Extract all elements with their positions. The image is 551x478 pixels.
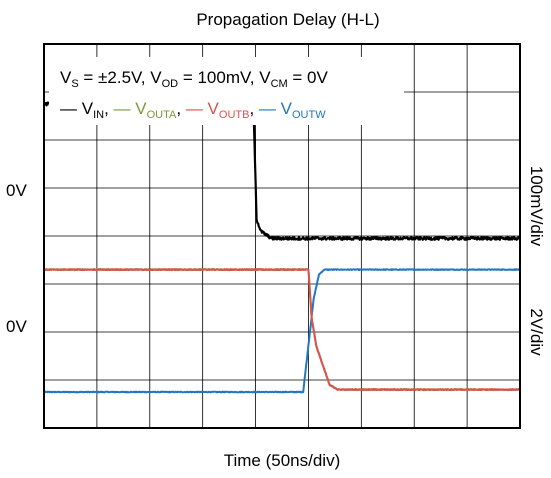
legend-dash: —: [254, 99, 280, 118]
zero-label-lower: 0V: [6, 317, 27, 336]
legend-entry-subscript: OUTW: [292, 109, 326, 121]
legend-separator: ,: [104, 99, 109, 118]
legend-entry: V: [208, 99, 220, 118]
legend-entry-subscript: OUTB: [219, 109, 250, 121]
plot-frame: [43, 43, 521, 429]
legend-entry: V: [82, 99, 94, 118]
legend-entry: V: [281, 99, 293, 118]
legend-entry: V: [135, 99, 147, 118]
conditions-annotation: VS = ±2.5V, VOD = 100mV, VCM = 0V: [60, 68, 329, 90]
legend-dash: —: [60, 99, 82, 118]
annotation-box: [49, 57, 404, 125]
zero-label-upper: 0V: [6, 181, 27, 200]
legend-dash: —: [109, 99, 135, 118]
legend-dash: —: [181, 99, 207, 118]
legend: — VIN, — VOUTA, — VOUTB, — VOUTW: [60, 99, 326, 121]
series-line-v-outa: [43, 268, 521, 392]
legend-entry-subscript: OUTA: [147, 109, 177, 121]
traces: [43, 101, 521, 394]
legend-separator: ,: [249, 99, 254, 118]
y-label-right-top: 100mV/div: [527, 166, 546, 247]
series-line-v-outw: [43, 268, 521, 394]
legend-entry-subscript: IN: [93, 109, 104, 121]
y-label-right-bottom: 2V/div: [527, 308, 546, 356]
series-line-v-outb: [43, 268, 521, 392]
legend-separator: ,: [176, 99, 181, 118]
chart-title: Propagation Delay (H-L): [196, 10, 379, 29]
x-axis-label: Time (50ns/div): [224, 451, 341, 470]
